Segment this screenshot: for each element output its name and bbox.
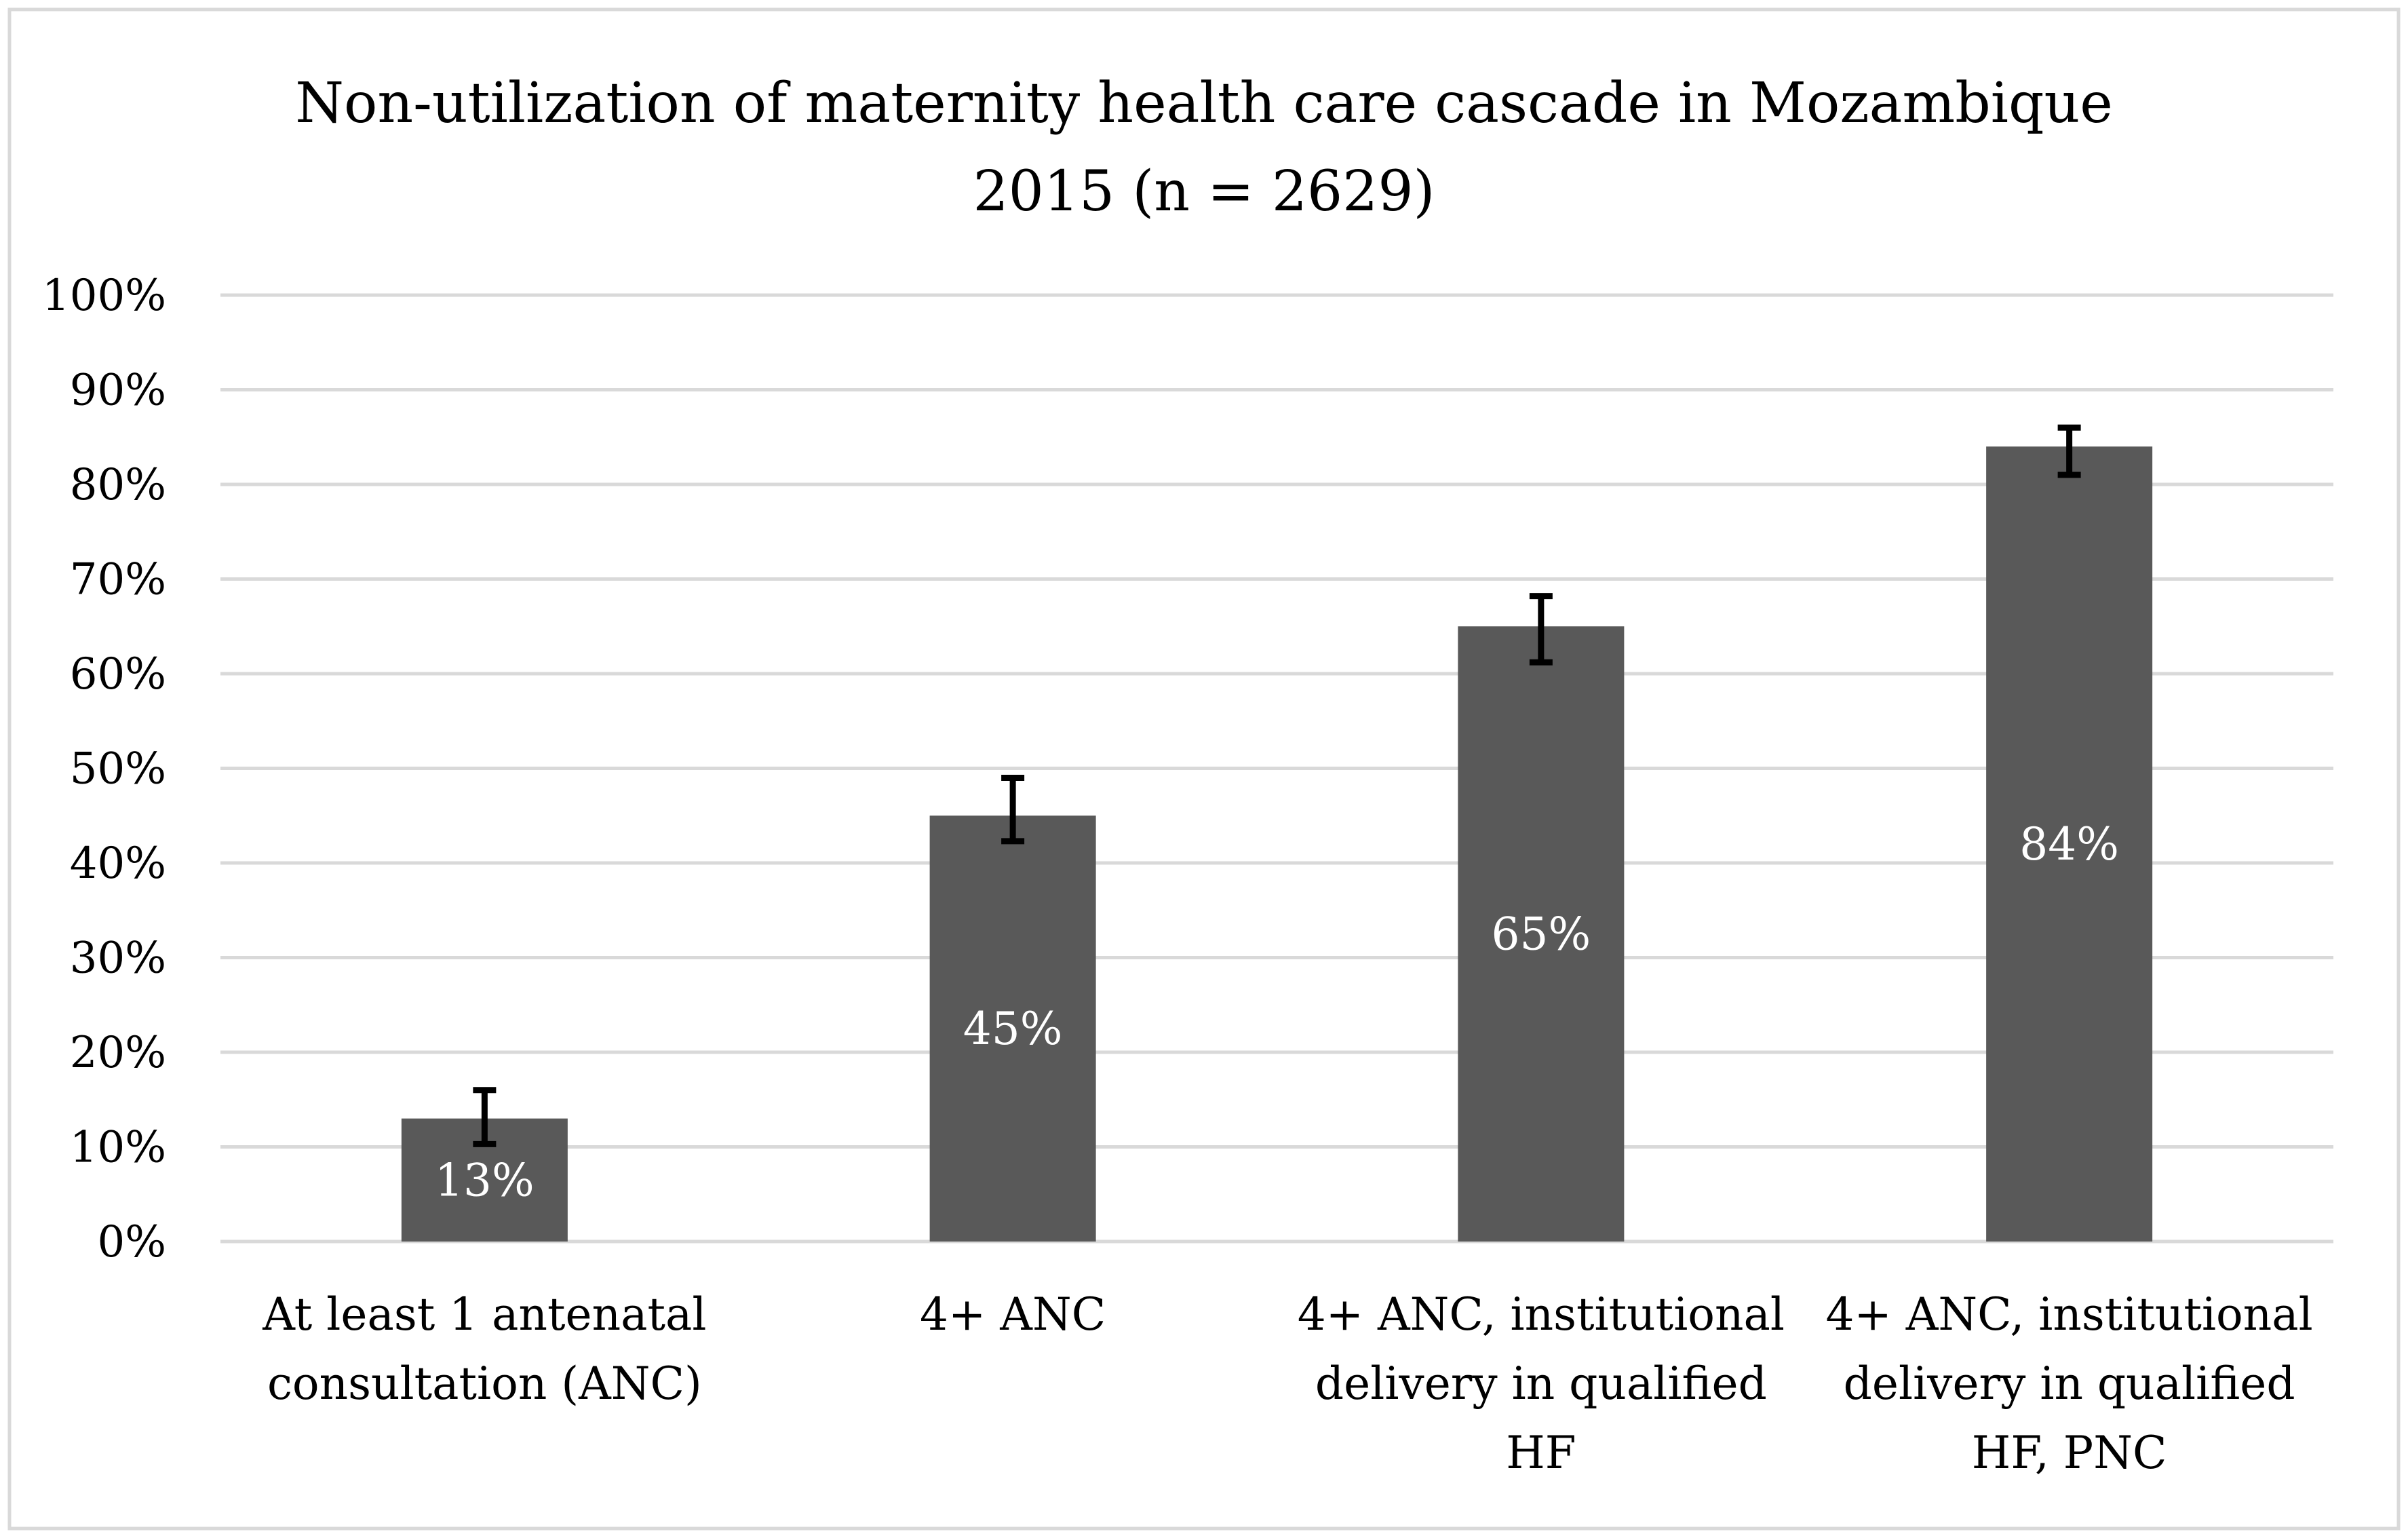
data-label: 84% bbox=[2019, 818, 2119, 870]
x-category-label-line: 4+ ANC, institutional bbox=[1298, 1288, 1785, 1341]
x-category-label-line: HF bbox=[1506, 1427, 1576, 1479]
x-category-label: 4+ ANC, institutional delivery in qualifi… bbox=[1298, 1288, 1785, 1479]
x-category-label: 4+ ANC bbox=[920, 1288, 1106, 1341]
bar bbox=[1458, 626, 1625, 1242]
x-category-label-line: delivery in qualified bbox=[1315, 1358, 1767, 1410]
y-axis-ticks: 0% 10% 20% 30% 40% 50% 60% 70% 80% 90% 100% bbox=[42, 271, 166, 1267]
y-tick-label: 0% bbox=[97, 1217, 166, 1267]
x-category-label-line: HF, PNC bbox=[1972, 1427, 2167, 1479]
y-tick-label: 30% bbox=[70, 934, 166, 984]
x-axis-categories: At least 1 antenatal consultation (ANC) 4+… bbox=[262, 1288, 2312, 1479]
x-category-label-line: At least 1 antenatal bbox=[262, 1288, 706, 1341]
data-label: 65% bbox=[1492, 908, 1591, 961]
y-tick-label: 70% bbox=[70, 555, 166, 605]
data-labels: 13% 45% 65% 84% bbox=[435, 818, 2119, 1206]
gridlines bbox=[220, 293, 2333, 1244]
chart-title: Non-utilization of maternity health care… bbox=[295, 71, 2113, 136]
x-category-label-line: 4+ ANC, institutional bbox=[1825, 1288, 2312, 1341]
bars bbox=[401, 446, 2153, 1242]
x-category-label-line: 4+ ANC bbox=[920, 1288, 1106, 1341]
x-category-label: At least 1 antenatal consultation (ANC) bbox=[262, 1288, 706, 1410]
y-tick-label: 20% bbox=[70, 1028, 166, 1078]
data-label: 45% bbox=[963, 1003, 1063, 1055]
bar bbox=[1986, 446, 2153, 1242]
y-tick-label: 40% bbox=[70, 839, 166, 889]
y-tick-label: 60% bbox=[70, 649, 166, 699]
y-tick-label: 10% bbox=[70, 1123, 166, 1173]
y-tick-label: 80% bbox=[70, 460, 166, 510]
bar bbox=[929, 815, 1096, 1242]
x-category-label-line: delivery in qualified bbox=[1844, 1358, 2295, 1410]
chart-subtitle: 2015 (n = 2629) bbox=[973, 159, 1435, 224]
x-category-label: 4+ ANC, institutional delivery in qualifi… bbox=[1825, 1288, 2312, 1479]
y-tick-label: 90% bbox=[70, 366, 166, 416]
y-tick-label: 50% bbox=[70, 744, 166, 794]
data-label: 13% bbox=[435, 1154, 535, 1206]
y-tick-label: 100% bbox=[42, 271, 166, 321]
error-bars bbox=[473, 424, 2081, 1147]
x-category-label-line: consultation (ANC) bbox=[267, 1358, 702, 1410]
